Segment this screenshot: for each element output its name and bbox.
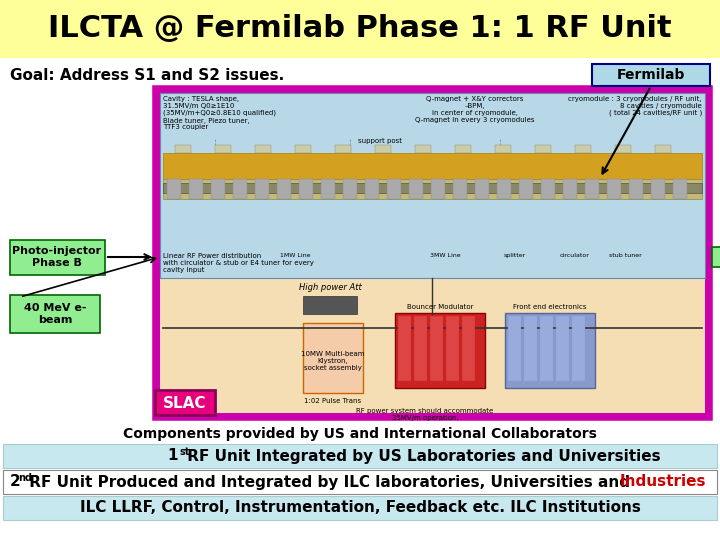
FancyBboxPatch shape: [395, 313, 485, 388]
FancyBboxPatch shape: [365, 179, 379, 199]
FancyBboxPatch shape: [277, 179, 291, 199]
Text: High power Att: High power Att: [299, 283, 361, 292]
FancyBboxPatch shape: [462, 316, 475, 381]
Text: Industries: Industries: [620, 475, 706, 489]
FancyBboxPatch shape: [415, 145, 431, 153]
FancyBboxPatch shape: [655, 145, 671, 153]
FancyBboxPatch shape: [572, 316, 585, 381]
FancyBboxPatch shape: [295, 145, 311, 153]
Text: RF Unit Integrated by US Laboratories and Universities: RF Unit Integrated by US Laboratories an…: [182, 449, 661, 463]
Text: ILCTA @ Fermilab Phase 1: 1 RF Unit: ILCTA @ Fermilab Phase 1: 1 RF Unit: [48, 15, 672, 44]
Text: circulator: circulator: [560, 253, 590, 258]
FancyBboxPatch shape: [629, 179, 643, 199]
FancyBboxPatch shape: [535, 145, 551, 153]
FancyBboxPatch shape: [508, 316, 521, 381]
Text: Bouncer Modulator: Bouncer Modulator: [407, 304, 473, 310]
FancyBboxPatch shape: [175, 145, 191, 153]
Text: Linear RF Power distribution
with circulator & stub or E4 tuner for every
cavity: Linear RF Power distribution with circul…: [163, 253, 314, 273]
Text: cryomodule : 3 cryomodules / RF unit,
8 cavities / cryomodule
( total 24 cavitie: cryomodule : 3 cryomodules / RF unit, 8 …: [568, 96, 702, 117]
FancyBboxPatch shape: [398, 316, 411, 381]
FancyBboxPatch shape: [163, 153, 702, 179]
FancyBboxPatch shape: [430, 316, 443, 381]
FancyBboxPatch shape: [303, 323, 363, 393]
Text: Q-magnet + X&Y correctors
–BPM,
in center of cryomodule,
Q-magnet in every 3 cry: Q-magnet + X&Y correctors –BPM, in cente…: [415, 96, 535, 123]
Text: Cavity : TESLA shape,
31.5MV/m Q0≥1E10
(35MV/m+Q0≥0.8E10 qualified)
Blade tuner,: Cavity : TESLA shape, 31.5MV/m Q0≥1E10 (…: [163, 96, 276, 131]
FancyBboxPatch shape: [160, 93, 705, 413]
Text: Photo-injector
Phase B: Photo-injector Phase B: [12, 246, 102, 268]
Text: SLAC: SLAC: [163, 395, 207, 410]
FancyBboxPatch shape: [453, 179, 467, 199]
Text: 1: 1: [168, 449, 178, 463]
FancyBboxPatch shape: [414, 316, 427, 381]
FancyBboxPatch shape: [233, 179, 247, 199]
Text: 40 MeV e-
beam: 40 MeV e- beam: [24, 303, 86, 325]
FancyBboxPatch shape: [495, 145, 511, 153]
Text: 2: 2: [10, 475, 21, 489]
FancyBboxPatch shape: [10, 295, 100, 333]
Text: splitter: splitter: [504, 253, 526, 258]
FancyBboxPatch shape: [455, 145, 471, 153]
FancyBboxPatch shape: [215, 145, 231, 153]
FancyBboxPatch shape: [163, 179, 702, 199]
Text: RF Unit Produced and Integrated by ILC laboratories, Universities and: RF Unit Produced and Integrated by ILC l…: [24, 475, 635, 489]
FancyBboxPatch shape: [615, 145, 631, 153]
FancyBboxPatch shape: [409, 179, 423, 199]
FancyBboxPatch shape: [255, 179, 269, 199]
FancyBboxPatch shape: [10, 240, 105, 275]
FancyBboxPatch shape: [431, 179, 445, 199]
FancyBboxPatch shape: [712, 247, 720, 267]
FancyBboxPatch shape: [299, 179, 313, 199]
FancyBboxPatch shape: [446, 316, 459, 381]
FancyBboxPatch shape: [303, 296, 357, 314]
Text: 3MW Line: 3MW Line: [430, 253, 460, 258]
FancyBboxPatch shape: [673, 179, 687, 199]
FancyBboxPatch shape: [167, 179, 181, 199]
FancyBboxPatch shape: [540, 316, 553, 381]
FancyBboxPatch shape: [3, 470, 717, 494]
FancyBboxPatch shape: [343, 179, 357, 199]
Text: 10MW Multi-beam
Klystron,
socket assembly: 10MW Multi-beam Klystron, socket assembl…: [301, 351, 365, 371]
FancyBboxPatch shape: [255, 145, 271, 153]
Text: nd: nd: [18, 473, 32, 483]
FancyBboxPatch shape: [651, 179, 665, 199]
Text: support post: support post: [358, 138, 402, 144]
FancyBboxPatch shape: [155, 88, 710, 418]
FancyBboxPatch shape: [563, 179, 577, 199]
Text: ILC LLRF, Control, Instrumentation, Feedback etc. ILC Institutions: ILC LLRF, Control, Instrumentation, Feed…: [80, 501, 640, 516]
FancyBboxPatch shape: [387, 179, 401, 199]
FancyBboxPatch shape: [3, 444, 717, 468]
FancyBboxPatch shape: [541, 179, 555, 199]
FancyBboxPatch shape: [155, 390, 215, 415]
Text: Fermilab: Fermilab: [617, 68, 685, 82]
FancyBboxPatch shape: [505, 313, 595, 388]
FancyBboxPatch shape: [163, 183, 702, 193]
Text: 1MW Line: 1MW Line: [280, 253, 310, 258]
Text: Components provided by US and International Collaborators: Components provided by US and Internatio…: [123, 427, 597, 441]
FancyBboxPatch shape: [3, 496, 717, 520]
Text: st: st: [180, 447, 190, 457]
Text: stub tuner: stub tuner: [608, 253, 642, 258]
FancyBboxPatch shape: [556, 316, 569, 381]
FancyBboxPatch shape: [497, 179, 511, 199]
FancyBboxPatch shape: [524, 316, 537, 381]
FancyBboxPatch shape: [211, 179, 225, 199]
FancyBboxPatch shape: [160, 93, 705, 278]
FancyBboxPatch shape: [607, 179, 621, 199]
Text: RF power system should accommodate
35MV/m operation.: RF power system should accommodate 35MV/…: [356, 408, 494, 421]
FancyBboxPatch shape: [475, 179, 489, 199]
FancyBboxPatch shape: [592, 64, 710, 86]
Text: Front end electronics: Front end electronics: [513, 304, 587, 310]
FancyBboxPatch shape: [375, 145, 391, 153]
Text: 1:02 Pulse Trans: 1:02 Pulse Trans: [305, 398, 361, 404]
FancyBboxPatch shape: [321, 179, 335, 199]
FancyBboxPatch shape: [519, 179, 533, 199]
FancyBboxPatch shape: [575, 145, 591, 153]
FancyBboxPatch shape: [585, 179, 599, 199]
Text: Goal: Address S1 and S2 issues.: Goal: Address S1 and S2 issues.: [10, 68, 284, 83]
FancyBboxPatch shape: [0, 0, 720, 58]
FancyBboxPatch shape: [189, 179, 203, 199]
FancyBboxPatch shape: [335, 145, 351, 153]
